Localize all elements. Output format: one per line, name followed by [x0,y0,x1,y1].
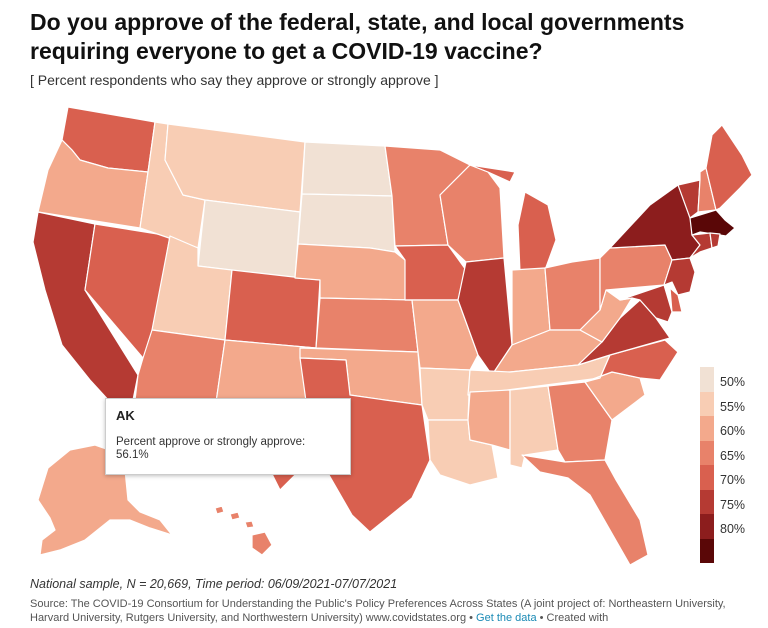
state-HI[interactable] [214,505,273,556]
tooltip-metric-value: 56.1% [116,449,149,461]
legend-label: 80% [720,522,746,536]
get-data-link[interactable]: Get the data [476,612,537,624]
tooltip-metric-label: Percent approve or strongly approve: [116,436,306,448]
state-WY[interactable] [197,199,301,279]
state-ND[interactable] [301,141,393,197]
source-note: Source: The COVID-19 Consortium for Unde… [30,597,750,625]
state-MD[interactable] [619,284,673,323]
state-tooltip: AK Percent approve or strongly approve: … [105,398,351,475]
state-RI[interactable] [709,232,721,249]
source-suffix: • Created with [536,612,609,624]
legend-label: 60% [720,424,746,438]
state-CO[interactable] [224,269,321,349]
legend-swatch [700,416,714,441]
state-ME[interactable] [705,124,753,211]
legend-swatch [700,440,714,465]
state-IA[interactable] [394,244,467,301]
state-AK[interactable] [37,444,173,556]
legend-swatch [700,465,714,490]
legend-swatch [700,514,714,539]
legend-swatch [700,367,714,392]
state-SD[interactable] [297,193,396,253]
source-text: Source: The COVID-19 Consortium for Unde… [30,598,726,624]
chart-title: Do you approve of the federal, state, an… [30,9,685,64]
legend-swatch [700,489,714,514]
state-NJ[interactable] [663,257,696,296]
sample-notes: National sample, N = 20,669, Time period… [30,577,398,591]
state-AR[interactable] [419,367,471,421]
legend-swatch [700,391,714,416]
tooltip-state-abbr: AK [116,408,135,423]
chart-subtitle: [ Percent respondents who say they appro… [30,72,439,88]
legend-label: 65% [720,448,746,463]
legend-swatch [700,538,714,563]
legend-label: 55% [720,399,746,414]
state-KS[interactable] [315,297,419,353]
state-MS[interactable] [467,389,511,451]
legend-label: 50% [720,375,746,389]
state-DE[interactable] [669,287,683,313]
state-FL[interactable] [521,454,649,566]
state-MA[interactable] [689,209,736,237]
state-NH[interactable] [697,167,717,213]
legend-label: 70% [720,473,746,487]
legend-label: 75% [720,497,746,512]
